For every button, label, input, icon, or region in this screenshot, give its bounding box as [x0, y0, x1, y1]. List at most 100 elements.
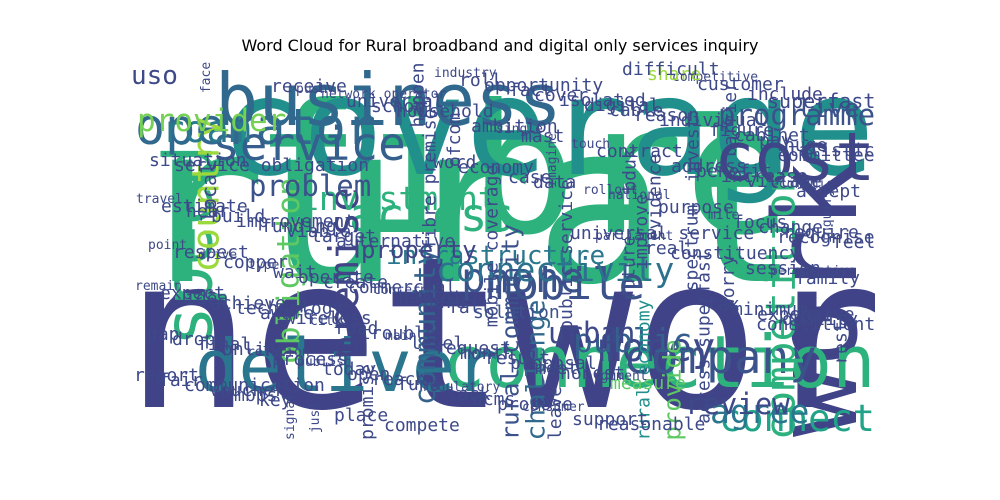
- word-relation: relation: [247, 345, 310, 360]
- word-huge: huge: [784, 135, 828, 156]
- word-connectivity: connectivity: [436, 250, 675, 289]
- word-provider: provider: [137, 103, 287, 139]
- chart-title: Word Cloud for Rural broadband and digit…: [241, 36, 759, 55]
- word-increase: increase: [721, 166, 808, 187]
- word-fair: fair: [159, 370, 203, 391]
- word-open: open: [347, 364, 391, 385]
- word-funding: funding: [261, 216, 337, 237]
- word-drive: drive: [198, 248, 238, 263]
- word-concern: concern: [373, 283, 428, 298]
- word-fibre-premise: fibre premise: [418, 108, 440, 249]
- word-mast: mast: [521, 126, 565, 147]
- word-publish: publish: [297, 355, 352, 370]
- word-urban: urban: [548, 316, 636, 350]
- word-create: create: [323, 272, 389, 293]
- word-share: share: [647, 64, 702, 85]
- word-compete: compete: [384, 415, 460, 436]
- word-improvement: improvement: [236, 211, 356, 232]
- word-viable: viable: [286, 221, 352, 242]
- word-public-service: public service: [555, 179, 577, 331]
- word-perspective: perspective: [770, 264, 857, 279]
- word-phone: phone: [461, 254, 585, 302]
- word-mobile-coverage: mobile coverage: [480, 164, 502, 327]
- word-individual: individual: [659, 110, 768, 131]
- word-touch: touch: [571, 137, 611, 152]
- word-roam: roam: [162, 108, 252, 151]
- word-final: final: [197, 334, 252, 355]
- word-support: support: [572, 409, 648, 430]
- word-trouble: trouble: [360, 323, 436, 344]
- word-meet: meet: [535, 358, 579, 379]
- word-household: household: [396, 101, 494, 122]
- word-money: money: [598, 326, 716, 371]
- word-build: build: [211, 206, 266, 227]
- word-single: single: [496, 122, 543, 137]
- word-focus: focus: [733, 212, 788, 233]
- word-programme: programme: [718, 98, 875, 132]
- word-minimum: minimum: [732, 299, 808, 320]
- word-expensive: expensive: [757, 304, 855, 325]
- word-statistic: statistic: [777, 140, 875, 161]
- word-industry: industry: [434, 66, 497, 81]
- word-network-operator: network operator: [321, 87, 447, 102]
- word-public: public: [573, 321, 693, 360]
- word-hard: hard: [423, 292, 467, 313]
- word-reasonable: reasonable: [597, 414, 706, 435]
- word-family: family: [795, 268, 861, 289]
- word-roll: roll: [459, 70, 503, 91]
- word-benefit: benefit: [696, 161, 772, 182]
- word-future: future: [618, 234, 640, 301]
- word-school: school: [371, 96, 437, 117]
- word-aware: aware: [260, 303, 315, 324]
- word-push: push: [296, 82, 328, 97]
- word-target: target: [311, 226, 377, 247]
- word-result: result: [485, 348, 551, 369]
- word-superfast: superfast: [767, 89, 875, 113]
- word-honest: honest: [560, 363, 626, 384]
- word-consumer: consumer: [522, 400, 585, 415]
- word-purpose: purpose: [658, 197, 734, 218]
- word-dcms: dcms: [472, 389, 516, 410]
- word-company: company: [623, 330, 817, 384]
- word-travel: travel: [136, 192, 183, 207]
- word-fall: fall: [448, 297, 492, 318]
- word-online: online: [222, 339, 288, 360]
- word-receive: receive: [271, 76, 347, 97]
- word-infrastructure: infrastructure: [386, 241, 606, 271]
- word-wait: wait: [273, 262, 317, 283]
- word-business: business: [215, 60, 562, 142]
- word-session: session: [745, 258, 821, 279]
- word-investment: investment: [299, 179, 498, 218]
- word-feel: feel: [832, 232, 875, 253]
- word-review: review: [685, 387, 790, 421]
- word-regulatory: regulatory: [422, 380, 501, 395]
- word-proposal: proposal: [510, 353, 597, 374]
- word-operate: operate: [298, 267, 374, 288]
- word-address: address: [671, 156, 747, 177]
- word-idea: idea: [185, 288, 229, 309]
- word-mile: mile: [708, 208, 740, 223]
- word-city: city: [310, 314, 342, 329]
- word-today: today: [322, 359, 377, 380]
- word-cost: cost: [714, 118, 875, 196]
- word-reason: reason: [634, 105, 700, 126]
- word-live: live: [797, 94, 860, 124]
- word-drop: drop: [172, 329, 216, 350]
- word-technology: technology: [235, 298, 344, 319]
- word-universal-service: universal service: [570, 223, 755, 244]
- word-cloud: ruralnetworkfibrecoverageworkbusinesscon…: [125, 60, 875, 440]
- word-ambition: ambition: [471, 116, 558, 137]
- word-report: report: [134, 365, 200, 386]
- word-coverage: coverage: [220, 60, 875, 207]
- word-data: data: [533, 172, 577, 193]
- word-point: point: [148, 238, 188, 253]
- word-accept: accept: [796, 181, 862, 202]
- word-figure: figure: [709, 120, 775, 141]
- word-cable: cable: [609, 100, 664, 121]
- word-face: face: [199, 61, 215, 94]
- word-connect: connect: [719, 397, 875, 440]
- word-service-obligation: service obligation: [174, 155, 370, 176]
- word-include: include: [747, 84, 823, 105]
- word-mobile: mobile: [486, 259, 645, 310]
- word-problem: problem: [249, 169, 372, 203]
